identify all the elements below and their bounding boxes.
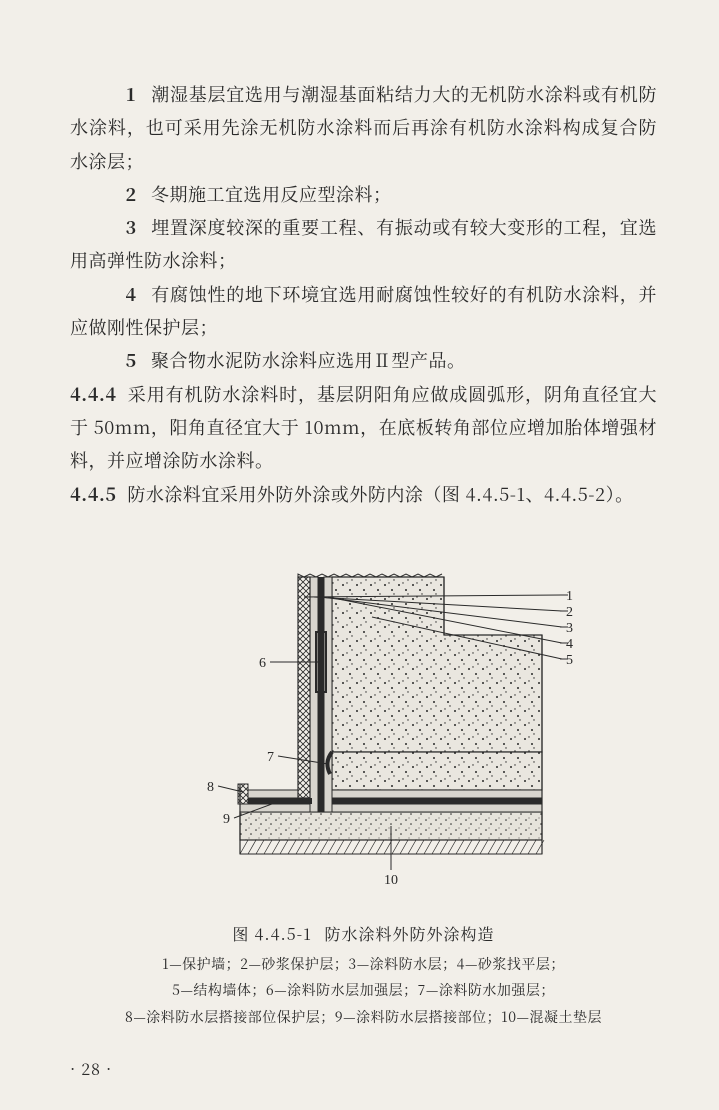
page-number: · 28 · <box>70 1057 657 1080</box>
item-number: 5 <box>97 344 137 377</box>
svg-text:4: 4 <box>566 637 573 652</box>
figure-number: 图 4.4.5-1 <box>232 922 311 945</box>
clause-text: 防水涂料宜采用外防外涂或外防内涂（图 4.4.5-1、4.4.5-2）。 <box>127 481 633 507</box>
svg-text:7: 7 <box>267 750 274 765</box>
svg-text:8: 8 <box>207 780 214 795</box>
list-item: 5 聚合物水泥防水涂料应选用Ⅱ型产品。 <box>70 344 657 377</box>
list-item: 1潮湿基层宜选用与潮湿基面粘结力大的无机防水涂料或有机防水涂料，也可采用先涂无机… <box>70 78 657 178</box>
svg-text:2: 2 <box>566 605 573 620</box>
svg-text:9: 9 <box>223 812 230 827</box>
legend-line: 1—保护墙；2—砂浆保护层；3—涂料防水层；4—砂浆找平层； <box>70 951 657 978</box>
legend-line: 8—涂料防水层搭接部位保护层；9—涂料防水层搭接部位；10—混凝土垫层 <box>70 1004 657 1031</box>
figure-title: 防水涂料外防外涂构造 <box>325 922 495 945</box>
svg-text:6: 6 <box>259 656 266 671</box>
svg-text:1: 1 <box>566 589 573 604</box>
item-number: 3 <box>97 211 137 244</box>
item-text: 有腐蚀性的地下环境宜选用耐腐蚀性较好的有机防水涂料，并应做刚性保护层； <box>70 281 657 340</box>
item-text: 埋置深度较深的重要工程、有振动或有较大变形的工程，宜选用高弹性防水涂料； <box>70 214 657 273</box>
list-item: 3埋置深度较深的重要工程、有振动或有较大变形的工程，宜选用高弹性防水涂料； <box>70 211 657 278</box>
svg-text:5: 5 <box>566 653 573 668</box>
clause: 4.4.4采用有机防水涂料时，基层阴阳角应做成圆弧形，阴角直径宜大于 50mm，… <box>70 378 657 478</box>
page: 1潮湿基层宜选用与潮湿基面粘结力大的无机防水涂料或有机防水涂料，也可采用先涂无机… <box>0 0 719 1110</box>
legend-line: 5—结构墙体；6—涂料防水层加强层；7—涂料防水加强层； <box>70 977 657 1004</box>
list-item: 2 冬期施工宜选用反应型涂料； <box>70 178 657 211</box>
list-item: 4有腐蚀性的地下环境宜选用耐腐蚀性较好的有机防水涂料，并应做刚性保护层； <box>70 278 657 345</box>
clause-text: 采用有机防水涂料时，基层阴阳角应做成圆弧形，阴角直径宜大于 50mm，阳角直径宜… <box>70 381 657 474</box>
construction-diagram: 12345 6 7 8 9 10 <box>144 567 584 887</box>
clause-number: 4.4.5 <box>70 481 117 507</box>
item-number: 2 <box>97 178 137 211</box>
item-text: 潮湿基层宜选用与潮湿基面粘结力大的无机防水涂料或有机防水涂料，也可采用先涂无机防… <box>70 81 657 174</box>
clause: 4.4.5 防水涂料宜采用外防外涂或外防内涂（图 4.4.5-1、4.4.5-2）… <box>70 478 657 511</box>
figure-caption: 图 4.4.5-1 防水涂料外防外涂构造 <box>70 922 657 945</box>
clause-number: 4.4.4 <box>70 381 117 407</box>
item-text: 冬期施工宜选用反应型涂料； <box>151 181 392 207</box>
item-text: 聚合物水泥防水涂料应选用Ⅱ型产品。 <box>151 347 466 373</box>
svg-text:10: 10 <box>384 873 398 887</box>
svg-text:3: 3 <box>566 621 573 636</box>
item-number: 4 <box>97 278 137 311</box>
figure: 12345 6 7 8 9 10 <box>70 567 657 892</box>
figure-legend: 1—保护墙；2—砂浆保护层；3—涂料防水层；4—砂浆找平层； 5—结构墙体；6—… <box>70 951 657 1031</box>
item-number: 1 <box>97 78 137 111</box>
